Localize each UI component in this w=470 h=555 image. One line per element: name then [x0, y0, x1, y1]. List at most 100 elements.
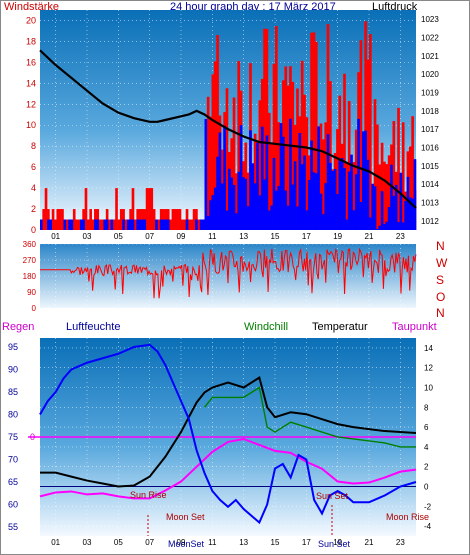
- wind-average-bar: [326, 134, 330, 230]
- wind-gust-bar: [364, 21, 367, 231]
- wind-gust-bar: [408, 146, 412, 230]
- wind-gust-bar: [263, 28, 266, 231]
- wind-tick-label: 0: [31, 225, 36, 235]
- compass-label: S: [436, 273, 444, 287]
- wind-gust-bar: [145, 188, 149, 230]
- wind-average-bar: [235, 213, 238, 230]
- wind-average-bar: [68, 219, 71, 230]
- wind-average-bar: [94, 219, 97, 230]
- wind-average-bar: [103, 219, 107, 230]
- sunset-bottom-label: Sun Set: [318, 539, 351, 549]
- sun-rise-label: Sun Rise: [130, 490, 167, 500]
- wind-average-bar: [350, 154, 353, 230]
- wind-tick-label: 14: [26, 78, 36, 88]
- wind-average-bar: [291, 184, 295, 230]
- wind-gust-bar: [336, 129, 339, 230]
- wind-average-bar: [126, 219, 130, 230]
- humidity-line: [39, 343, 417, 525]
- wind-average-bar: [49, 219, 53, 230]
- rain-axis-tick: 0: [30, 432, 35, 442]
- pressure-tick-label: 1019: [421, 89, 439, 98]
- wind-average-bar: [275, 190, 278, 230]
- wind-average-bar: [105, 219, 109, 230]
- wind-average-bar: [345, 219, 349, 230]
- wind-average-bar: [383, 224, 386, 230]
- wind-gust-bar: [87, 219, 90, 230]
- wind-average-bar: [317, 126, 320, 230]
- wind-average-bar: [131, 219, 135, 230]
- compass-label: O: [436, 290, 445, 304]
- wind-average-bar: [246, 206, 250, 230]
- humidity-tick-label: 95: [8, 342, 18, 352]
- compass-labels: N W S O N: [436, 239, 448, 320]
- wind-gust-bar: [397, 107, 400, 230]
- wind-average-bar: [185, 219, 189, 230]
- wind-average-bar: [204, 119, 208, 230]
- wind-gust-bar: [385, 164, 389, 230]
- wind-average-bar: [298, 132, 302, 230]
- wind-gust-bar: [65, 219, 69, 230]
- compass-label: N: [436, 306, 445, 320]
- wind-average-bar: [213, 187, 217, 230]
- time-tick-label: 11: [208, 232, 217, 241]
- pressure-tick-label: 1018: [421, 107, 439, 116]
- dewpoint-legend: Taupunkt: [392, 321, 437, 333]
- dewpoint-line: [39, 437, 417, 500]
- wind-gust-bar: [237, 61, 241, 230]
- wind-gust-bar: [115, 188, 118, 230]
- wind-average-bar: [122, 219, 125, 230]
- time-tick-label: 15: [271, 232, 280, 241]
- humidity-tick-label: 60: [8, 500, 18, 510]
- wind-average-bar: [202, 219, 205, 230]
- wind-average-bar: [195, 219, 198, 230]
- time-tick-label: 05: [114, 538, 123, 547]
- wind-gust-bar: [183, 219, 186, 230]
- wind-average-bar: [371, 183, 374, 230]
- pressure-tick-label: 1014: [421, 180, 439, 189]
- wind-direction-ticks: 0 90 180 270 360: [23, 240, 37, 313]
- temperature-tick-label: 10: [424, 384, 433, 393]
- time-tick-label: 01: [51, 538, 60, 547]
- humidity-tick-label: 85: [8, 387, 18, 397]
- wind-gust-bar: [270, 144, 273, 230]
- wind-gust-bar: [117, 219, 121, 230]
- wind-average-bar: [293, 161, 297, 230]
- wind-average-bar: [136, 219, 139, 230]
- wind-gust-bar: [51, 209, 55, 230]
- wind-gust-bar: [380, 142, 384, 230]
- wind-gust-bar: [347, 101, 351, 230]
- wind-average-bar: [333, 168, 337, 230]
- wind-gust-bar: [176, 209, 179, 230]
- humidity-tick-label: 75: [8, 432, 18, 442]
- wind-gust-bar: [369, 34, 372, 231]
- wind-gust-bar: [225, 88, 229, 230]
- wind-average-bar: [340, 158, 344, 230]
- moon-rise-label: Moon Rise: [386, 512, 429, 522]
- wind-gust-bar: [383, 161, 386, 230]
- wind-gust-bar: [124, 219, 128, 230]
- wind-average-bar: [263, 179, 266, 230]
- wind-gust-bar: [89, 209, 92, 230]
- wind-average-bar: [141, 219, 144, 230]
- wind-gust-bar: [286, 85, 290, 230]
- wind-gust-bar: [235, 173, 238, 230]
- wind-average-bar: [305, 210, 309, 230]
- wind-average-bar: [347, 171, 351, 230]
- time-tick-label: 07: [145, 538, 154, 547]
- wind-average-bar: [385, 221, 389, 230]
- wind-average-bar: [166, 219, 170, 230]
- wind-average-bar: [336, 194, 339, 230]
- wind-gust-bar: [216, 34, 219, 231]
- wind-average-bar: [155, 219, 158, 230]
- wind-average-bar: [260, 126, 264, 230]
- wind-gust-bar: [277, 122, 280, 230]
- temperature-tick-label: 12: [424, 364, 433, 373]
- wind-gust-bar: [253, 133, 257, 230]
- humidity-tick-label: 80: [8, 410, 18, 420]
- wind-average-bar: [404, 200, 407, 230]
- compass-label: W: [436, 256, 448, 270]
- wind-gust-bar: [275, 26, 278, 231]
- time-tick-label: 15: [271, 538, 280, 547]
- wind-average-bar: [408, 197, 412, 230]
- temperature-tick-label: 2: [424, 463, 429, 472]
